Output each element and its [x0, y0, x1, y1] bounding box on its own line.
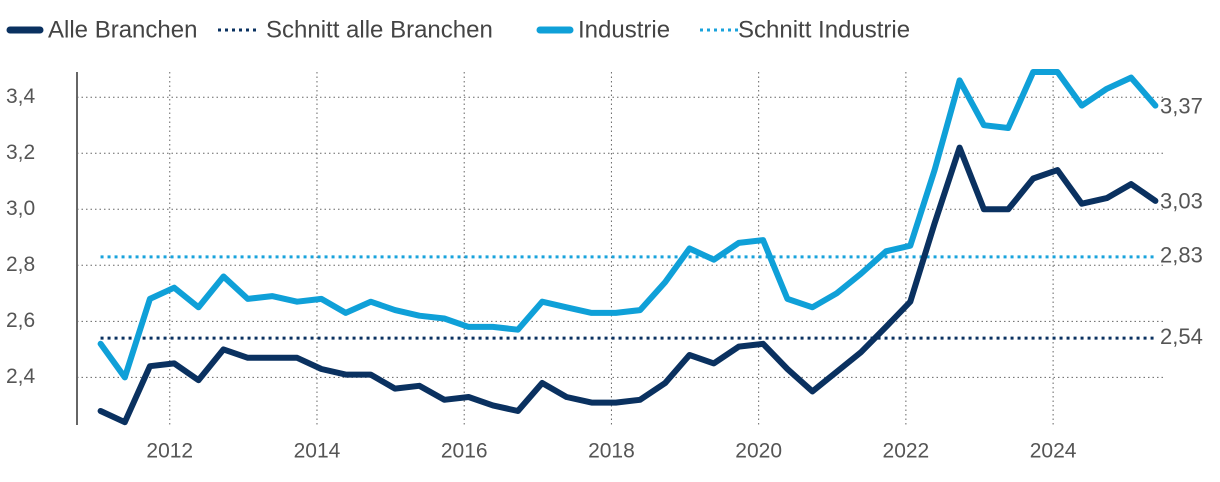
y-tick-label: 2,8	[6, 253, 35, 276]
y-tick-label: 2,6	[6, 309, 35, 332]
x-tick-label: 2012	[146, 440, 193, 463]
x-tick-label: 2024	[1030, 440, 1077, 463]
legend-label: Schnitt Industrie	[738, 16, 910, 43]
y-tick-label: 3,0	[6, 197, 35, 220]
legend-label: Industrie	[578, 16, 670, 43]
y-tick-label: 3,2	[6, 141, 35, 164]
average-label: 2,83	[1160, 243, 1203, 268]
series-line	[97, 144, 1159, 426]
end-label: 3,03	[1160, 189, 1203, 214]
legend-label: Alle Branchen	[48, 16, 197, 43]
average-label: 2,54	[1160, 324, 1203, 349]
x-tick-label: 2016	[441, 440, 488, 463]
x-tick-label: 2020	[735, 440, 782, 463]
end-label: 3,37	[1160, 93, 1203, 118]
legend-label: Schnitt alle Branchen	[266, 16, 493, 43]
y-tick-label: 2,4	[6, 365, 36, 388]
series-line	[97, 69, 1159, 381]
x-tick-label: 2018	[588, 440, 635, 463]
x-tick-label: 2014	[294, 440, 341, 463]
x-tick-label: 2022	[883, 440, 930, 463]
y-tick-label: 3,4	[6, 85, 36, 108]
